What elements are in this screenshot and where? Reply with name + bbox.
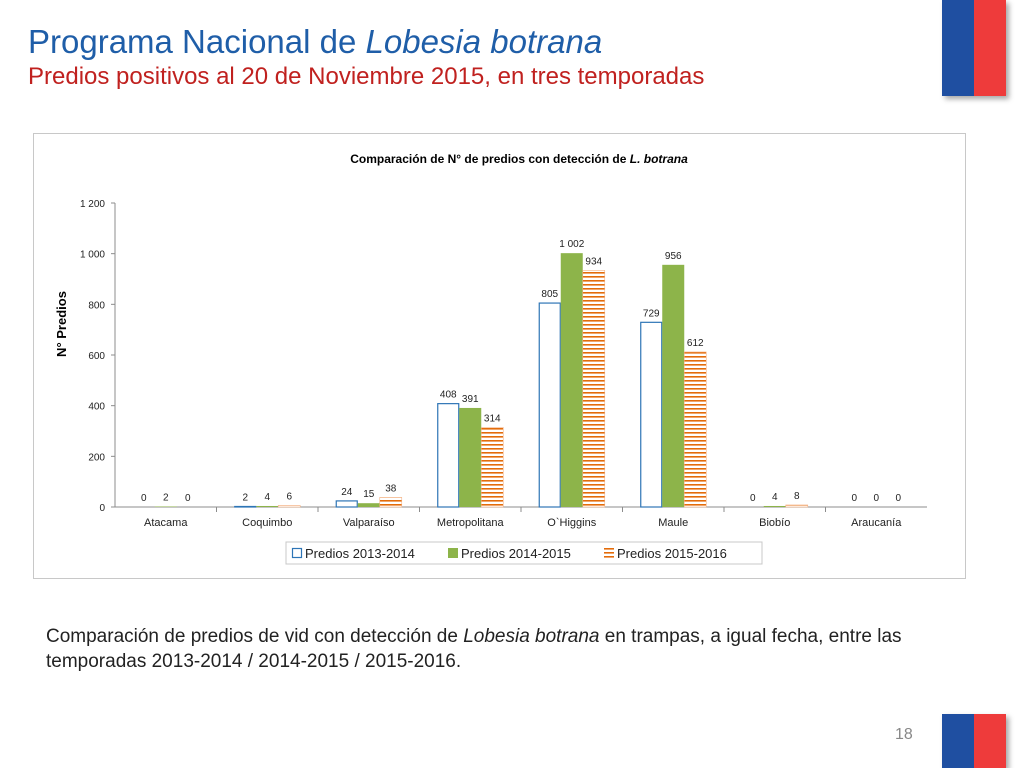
- legend-label: Predios 2013-2014: [305, 546, 415, 561]
- y-tick-label: 600: [88, 351, 105, 362]
- data-label: 0: [141, 493, 147, 504]
- data-label: 0: [851, 493, 857, 504]
- chile-flag-top-decoration: [942, 0, 1006, 96]
- bar: [379, 497, 403, 508]
- data-label: 408: [440, 390, 457, 401]
- data-label: 0: [895, 493, 901, 504]
- legend-label: Predios 2014-2015: [461, 546, 571, 561]
- y-tick-label: 400: [88, 402, 105, 413]
- bar: [234, 505, 257, 508]
- chile-flag-bottom-decoration: [942, 714, 1006, 768]
- data-label: 2: [163, 492, 169, 503]
- x-tick-label: Maule: [658, 517, 688, 529]
- y-tick-label: 800: [88, 300, 105, 311]
- data-label: 0: [185, 493, 191, 504]
- data-label: 8: [794, 491, 800, 502]
- legend-swatch: [604, 548, 614, 558]
- bar: [662, 264, 685, 507]
- data-label: 0: [873, 493, 879, 504]
- bar: [785, 504, 809, 508]
- bar: [560, 253, 583, 507]
- x-tick-label: Biobío: [759, 517, 790, 529]
- slide-subtitle: Predios positivos al 20 de Noviembre 201…: [28, 63, 705, 90]
- x-tick-label: Atacama: [144, 517, 188, 529]
- data-label: 4: [772, 492, 778, 503]
- bar: [538, 302, 561, 508]
- legend-label: Predios 2015-2016: [617, 546, 727, 561]
- slide-caption: Comparación de predios de vid con detecc…: [46, 624, 926, 674]
- chart-title-italic: L. botrana: [630, 152, 688, 166]
- data-label: 805: [541, 289, 558, 300]
- bar: [256, 505, 279, 507]
- legend-frame: [285, 541, 763, 565]
- x-tick-label: Valparaíso: [343, 517, 395, 529]
- flag-blue-stripe: [942, 714, 974, 768]
- data-label: 1 002: [559, 239, 584, 250]
- bar: [640, 321, 663, 508]
- caption-italic: Lobesia botrana: [463, 626, 600, 647]
- data-label: 956: [665, 251, 682, 262]
- bar: [154, 506, 177, 507]
- data-label: 0: [750, 493, 756, 504]
- x-tick-label: Coquimbo: [242, 517, 292, 529]
- bar: [335, 500, 358, 508]
- x-tick-label: Metropolitana: [437, 517, 505, 529]
- data-label: 15: [363, 489, 375, 500]
- y-axis-label: N° Predios: [54, 291, 69, 357]
- x-tick-label: Araucanía: [851, 517, 902, 529]
- page-number: 18: [895, 726, 913, 743]
- y-tick-label: 0: [99, 503, 105, 514]
- slide-title: Programa Nacional de Lobesia botrana: [28, 23, 603, 60]
- y-tick-label: 1 000: [80, 250, 105, 261]
- bar: [582, 270, 606, 508]
- x-tick-label: O`Higgins: [547, 517, 596, 529]
- data-label: 4: [264, 492, 270, 503]
- slide-title-italic: Lobesia botrana: [365, 23, 603, 60]
- data-label: 391: [462, 394, 479, 405]
- bar: [277, 505, 301, 508]
- flag-red-stripe: [974, 714, 1006, 768]
- flag-red-stripe: [974, 0, 1006, 96]
- y-tick-label: 1 200: [80, 199, 105, 210]
- data-label: 24: [341, 487, 353, 498]
- bar: [357, 503, 380, 507]
- data-label: 314: [484, 413, 501, 424]
- caption-part1: Comparación de predios de vid con detecc…: [46, 626, 464, 647]
- data-label: 2: [242, 492, 248, 503]
- slide-title-plain: Programa Nacional de: [28, 23, 366, 60]
- flag-blue-stripe: [942, 0, 974, 96]
- data-label: 38: [385, 483, 397, 494]
- data-label: 934: [585, 256, 602, 267]
- chart-title: Comparación de N° de predios con detecci…: [350, 152, 688, 166]
- caption-part2: en trampas, a igual fecha, entre las tem…: [46, 626, 902, 672]
- bar-chart: Comparación de N° de predios con detecci…: [54, 152, 927, 565]
- data-label: 612: [687, 338, 704, 349]
- bar: [480, 427, 504, 508]
- y-tick-label: 200: [88, 452, 105, 463]
- legend-swatch: [448, 548, 458, 558]
- bar: [459, 407, 482, 507]
- chart-title-plain: Comparación de N° de predios con detecci…: [350, 152, 630, 166]
- chart-container: Comparación de N° de predios con detecci…: [33, 133, 966, 579]
- data-label: 729: [643, 308, 660, 319]
- legend-swatch: [291, 547, 303, 559]
- bar: [683, 351, 707, 508]
- bar: [437, 403, 460, 508]
- chart-legend: Predios 2013-2014 Predios 2014-2015 Predio…: [285, 541, 763, 565]
- bar: [763, 505, 786, 507]
- data-label: 6: [286, 491, 292, 502]
